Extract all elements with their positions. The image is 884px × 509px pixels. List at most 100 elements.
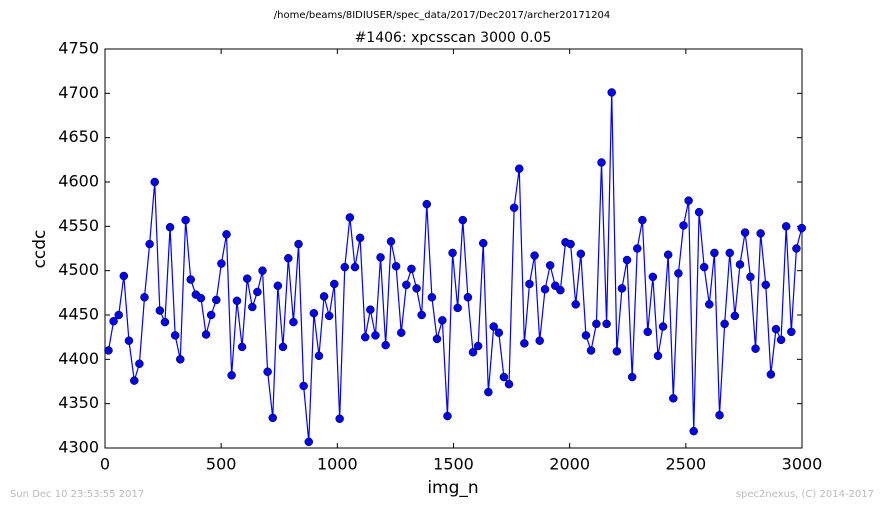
y-tick-label: 4300: [58, 438, 99, 457]
data-point: [448, 248, 457, 258]
data-point: [206, 310, 216, 320]
data-point: [427, 293, 437, 302]
data-point: [643, 327, 652, 337]
data-point: [478, 238, 488, 248]
y-tick-label: 4500: [58, 260, 99, 279]
data-point: [581, 331, 591, 340]
data-point: [124, 336, 134, 345]
data-point: [268, 413, 277, 423]
data-point: [633, 244, 642, 253]
data-point: [571, 300, 580, 309]
data-point: [781, 222, 791, 231]
data-point: [489, 322, 498, 331]
data-point: [422, 199, 432, 209]
data-point: [463, 293, 473, 302]
data-point: [170, 331, 180, 340]
data-point: [289, 317, 298, 327]
data-point: [674, 269, 683, 278]
data-point: [556, 285, 565, 295]
data-point: [222, 230, 231, 239]
data-point: [653, 351, 663, 361]
data-point: [350, 262, 360, 272]
x-tick-label: 2500: [665, 455, 706, 474]
data-point: [715, 410, 724, 420]
data-point: [622, 255, 632, 265]
data-point: [535, 336, 544, 345]
data-line: [107, 92, 803, 442]
data-point: [689, 426, 698, 436]
data-point: [617, 284, 627, 293]
data-point: [648, 272, 658, 282]
data-point: [304, 437, 314, 447]
data-point: [663, 250, 673, 259]
data-point: [150, 177, 159, 187]
data-point: [263, 367, 272, 376]
footer-left: Sun Dec 10 23:53:55 2017: [10, 489, 144, 500]
data-point: [494, 328, 504, 337]
data-point: [576, 249, 586, 259]
data-point: [330, 279, 339, 289]
data-point: [391, 261, 401, 271]
data-point: [155, 306, 165, 315]
data-point: [797, 223, 807, 233]
data-point: [484, 387, 493, 397]
x-tick-label: 1000: [317, 455, 358, 474]
data-point: [658, 322, 668, 331]
data-point: [314, 351, 324, 361]
data-point: [746, 272, 755, 282]
data-point: [730, 311, 740, 321]
data-point: [212, 295, 221, 305]
data-point: [258, 266, 267, 275]
suptitle: /home/beams/8IDIUSER/spec_data/2017/Dec2…: [274, 10, 610, 21]
y-tick-label: 4700: [58, 83, 99, 102]
data-point: [540, 285, 550, 294]
y-tick-label: 4350: [58, 393, 99, 412]
data-point: [217, 259, 226, 268]
data-point: [679, 221, 688, 230]
data-point: [135, 359, 144, 369]
data-point: [176, 355, 185, 364]
data-point: [196, 293, 206, 303]
data-point: [468, 347, 478, 357]
data-point: [725, 248, 734, 258]
data-point: [273, 281, 283, 290]
data-point: [386, 237, 396, 246]
data-point: [699, 262, 709, 272]
y-tick-label: 4400: [58, 349, 99, 368]
data-point: [355, 233, 365, 243]
data-point: [242, 274, 252, 283]
data-point: [545, 261, 555, 270]
y-tick-label: 4750: [58, 39, 99, 58]
data-point: [586, 346, 596, 355]
data-point: [160, 317, 170, 327]
data-point: [669, 394, 678, 403]
data-point: [473, 341, 483, 351]
data-point: [319, 292, 329, 301]
footer-right: spec2nexus, (C) 2014-2017: [736, 489, 874, 500]
data-point: [402, 280, 411, 290]
data-point: [376, 253, 385, 262]
data-point: [417, 310, 426, 320]
data-point: [371, 331, 380, 340]
data-point: [299, 381, 308, 391]
data-point: [520, 339, 529, 348]
x-tick-label: 3000: [782, 455, 823, 474]
data-point: [612, 347, 622, 356]
data-point: [335, 414, 344, 423]
data-point: [181, 215, 190, 225]
data-point: [453, 303, 462, 313]
data-point: [751, 344, 760, 353]
data-point: [720, 319, 729, 329]
data-point: [740, 228, 750, 237]
data-point: [340, 262, 350, 272]
y-tick-label: 4600: [58, 172, 99, 191]
data-point: [458, 215, 468, 225]
data-point: [438, 316, 447, 325]
data-point: [227, 371, 236, 380]
y-axis-label: ccdc: [30, 230, 50, 269]
data-point: [114, 310, 123, 320]
data-point: [509, 203, 519, 212]
data-point: [776, 335, 786, 345]
data-point: [787, 327, 796, 337]
